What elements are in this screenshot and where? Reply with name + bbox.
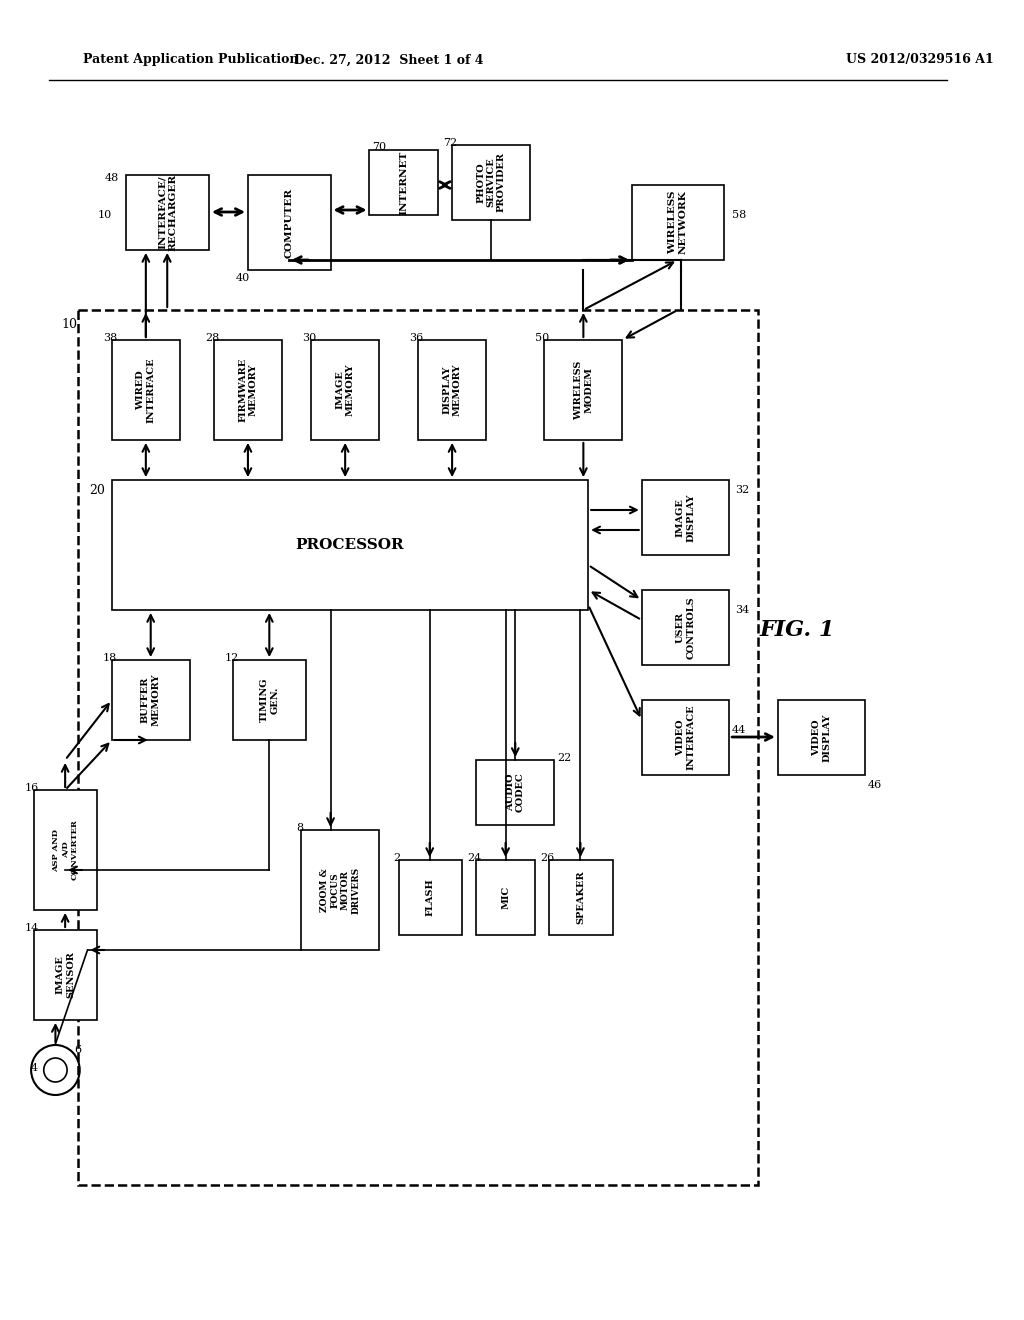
Text: 24: 24: [467, 853, 481, 863]
Text: SPEAKER: SPEAKER: [577, 871, 586, 924]
Text: TIMING
GEN.: TIMING GEN.: [260, 677, 280, 722]
FancyBboxPatch shape: [453, 145, 529, 220]
Text: 12: 12: [224, 653, 239, 663]
Text: Patent Application Publication: Patent Application Publication: [83, 54, 298, 66]
Text: 46: 46: [868, 780, 882, 789]
Text: WIRELESS
NETWORK: WIRELESS NETWORK: [669, 190, 688, 255]
Text: DISPLAY
MEMORY: DISPLAY MEMORY: [442, 364, 462, 416]
Text: 2: 2: [393, 853, 400, 863]
Text: AUDIO
CODEC: AUDIO CODEC: [506, 772, 525, 812]
FancyBboxPatch shape: [549, 861, 612, 935]
Text: 70: 70: [372, 143, 386, 152]
FancyBboxPatch shape: [398, 861, 462, 935]
Text: 32: 32: [734, 484, 749, 495]
Text: 4: 4: [31, 1063, 38, 1073]
Text: IMAGE
MEMORY: IMAGE MEMORY: [336, 364, 355, 416]
Text: 58: 58: [732, 210, 746, 220]
Text: 48: 48: [104, 173, 119, 183]
FancyBboxPatch shape: [233, 660, 306, 741]
FancyBboxPatch shape: [34, 789, 97, 909]
Text: 10: 10: [98, 210, 113, 220]
Text: FLASH: FLASH: [426, 879, 435, 916]
Text: 22: 22: [557, 752, 571, 763]
FancyBboxPatch shape: [112, 660, 189, 741]
Text: VIDEO
DISPLAY: VIDEO DISPLAY: [812, 713, 831, 762]
FancyBboxPatch shape: [418, 341, 486, 440]
FancyBboxPatch shape: [476, 760, 554, 825]
Text: 26: 26: [541, 853, 555, 863]
FancyBboxPatch shape: [642, 700, 729, 775]
Text: MIC: MIC: [501, 886, 510, 909]
Text: WIRED
INTERFACE: WIRED INTERFACE: [136, 358, 156, 422]
Text: 16: 16: [25, 783, 39, 793]
Text: FIG. 1: FIG. 1: [760, 619, 835, 642]
Text: 14: 14: [25, 923, 39, 933]
Text: 18: 18: [102, 653, 117, 663]
Text: WIRELESS
MODEM: WIRELESS MODEM: [573, 360, 593, 420]
Text: BUFFER
MEMORY: BUFFER MEMORY: [141, 673, 161, 726]
FancyBboxPatch shape: [301, 830, 379, 950]
Text: IMAGE
DISPLAY: IMAGE DISPLAY: [676, 494, 695, 541]
Text: US 2012/0329516 A1: US 2012/0329516 A1: [846, 54, 993, 66]
FancyBboxPatch shape: [642, 480, 729, 554]
Text: 10: 10: [61, 318, 77, 331]
Text: 34: 34: [734, 605, 749, 615]
Text: 38: 38: [102, 333, 117, 343]
Text: 30: 30: [302, 333, 316, 343]
Text: 6: 6: [74, 1045, 81, 1055]
FancyBboxPatch shape: [632, 185, 724, 260]
Text: 40: 40: [236, 273, 250, 282]
Text: 36: 36: [409, 333, 423, 343]
FancyBboxPatch shape: [248, 176, 331, 271]
Text: 8: 8: [296, 822, 303, 833]
Text: INTERFACE/
RECHARGER: INTERFACE/ RECHARGER: [158, 174, 177, 251]
Text: 44: 44: [732, 725, 746, 735]
FancyBboxPatch shape: [311, 341, 379, 440]
Text: ASP AND
A/D
CONVERTER: ASP AND A/D CONVERTER: [52, 820, 79, 880]
Text: IMAGE
SENSOR: IMAGE SENSOR: [56, 952, 76, 998]
Text: PHOTO
SERVICE
PROVIDER: PHOTO SERVICE PROVIDER: [476, 153, 506, 213]
Text: ZOOM &
FOCUS
MOTOR
DRIVERS: ZOOM & FOCUS MOTOR DRIVERS: [321, 866, 360, 913]
FancyBboxPatch shape: [778, 700, 865, 775]
Text: USER
CONTROLS: USER CONTROLS: [676, 597, 695, 659]
Text: 50: 50: [536, 333, 550, 343]
FancyBboxPatch shape: [126, 176, 209, 249]
FancyBboxPatch shape: [112, 341, 180, 440]
Text: Dec. 27, 2012  Sheet 1 of 4: Dec. 27, 2012 Sheet 1 of 4: [294, 54, 483, 66]
Text: 72: 72: [443, 139, 458, 148]
Text: 20: 20: [89, 483, 105, 496]
Text: PROCESSOR: PROCESSOR: [296, 539, 404, 552]
FancyBboxPatch shape: [214, 341, 282, 440]
FancyBboxPatch shape: [112, 480, 588, 610]
Text: FIRMWARE
MEMORY: FIRMWARE MEMORY: [239, 358, 258, 422]
Text: VIDEO
INTERFACE: VIDEO INTERFACE: [676, 705, 695, 771]
FancyBboxPatch shape: [476, 861, 535, 935]
Text: INTERNET: INTERNET: [399, 150, 408, 215]
FancyBboxPatch shape: [545, 341, 623, 440]
FancyBboxPatch shape: [642, 590, 729, 665]
Text: COMPUTER: COMPUTER: [285, 187, 294, 257]
FancyBboxPatch shape: [370, 150, 437, 215]
Text: 28: 28: [205, 333, 219, 343]
Bar: [78, 310, 759, 1185]
FancyBboxPatch shape: [34, 931, 97, 1020]
